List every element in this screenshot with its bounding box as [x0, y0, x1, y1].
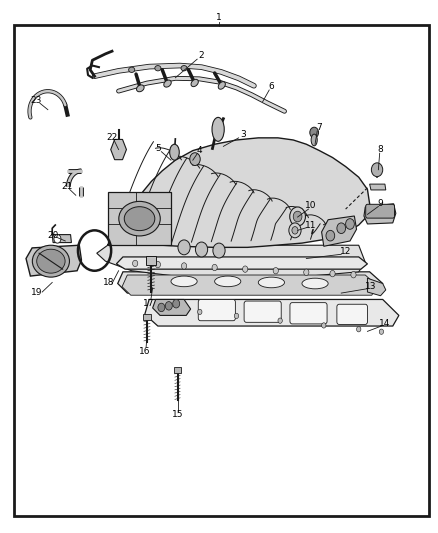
Circle shape [198, 309, 202, 314]
FancyBboxPatch shape [173, 367, 181, 373]
Ellipse shape [170, 144, 179, 160]
Circle shape [346, 219, 354, 229]
Polygon shape [111, 140, 127, 160]
Ellipse shape [181, 66, 187, 71]
Ellipse shape [119, 201, 160, 236]
Polygon shape [52, 235, 71, 243]
Circle shape [273, 268, 279, 274]
Ellipse shape [212, 117, 224, 141]
Circle shape [158, 303, 165, 312]
Text: 8: 8 [378, 145, 383, 154]
Circle shape [371, 163, 383, 176]
Polygon shape [152, 300, 191, 316]
Text: 1: 1 [216, 13, 222, 22]
FancyBboxPatch shape [290, 303, 327, 324]
Polygon shape [108, 192, 171, 245]
Text: 5: 5 [155, 144, 161, 153]
Circle shape [212, 264, 217, 271]
Text: 13: 13 [365, 282, 377, 291]
Text: 22: 22 [106, 133, 118, 142]
Polygon shape [321, 216, 357, 246]
Circle shape [351, 271, 356, 278]
Circle shape [153, 304, 158, 310]
Circle shape [133, 260, 138, 266]
Ellipse shape [164, 80, 171, 87]
Text: 21: 21 [61, 182, 73, 191]
Circle shape [321, 323, 326, 328]
Text: 10: 10 [305, 201, 316, 211]
Text: 11: 11 [305, 221, 316, 230]
Ellipse shape [129, 67, 135, 72]
Ellipse shape [191, 79, 198, 87]
Circle shape [357, 327, 361, 332]
Text: 3: 3 [240, 130, 246, 139]
Circle shape [289, 223, 301, 238]
Ellipse shape [155, 66, 161, 71]
Circle shape [190, 153, 200, 165]
Text: 9: 9 [378, 199, 383, 208]
Polygon shape [145, 300, 399, 326]
Text: 19: 19 [31, 287, 42, 296]
Circle shape [243, 266, 248, 272]
Ellipse shape [311, 134, 317, 146]
Ellipse shape [258, 277, 285, 288]
FancyBboxPatch shape [146, 256, 155, 265]
Polygon shape [108, 138, 370, 247]
Text: 6: 6 [268, 82, 274, 91]
Polygon shape [370, 184, 386, 190]
Text: 12: 12 [340, 247, 351, 256]
Ellipse shape [171, 276, 197, 287]
Ellipse shape [218, 82, 225, 89]
Text: 16: 16 [139, 347, 151, 356]
Polygon shape [118, 272, 383, 293]
Circle shape [173, 306, 177, 312]
Ellipse shape [137, 85, 144, 92]
Text: 17: 17 [143, 299, 155, 308]
Circle shape [234, 313, 239, 319]
Circle shape [178, 240, 190, 255]
Circle shape [304, 269, 309, 276]
FancyBboxPatch shape [143, 314, 151, 320]
Text: 20: 20 [47, 231, 59, 240]
Circle shape [278, 318, 283, 324]
FancyBboxPatch shape [198, 300, 235, 321]
Ellipse shape [124, 207, 155, 231]
Polygon shape [367, 278, 386, 296]
Text: 2: 2 [199, 51, 205, 60]
Ellipse shape [32, 245, 70, 277]
Ellipse shape [215, 276, 241, 287]
Circle shape [173, 300, 180, 308]
Polygon shape [122, 275, 377, 295]
Ellipse shape [302, 278, 328, 289]
Circle shape [165, 302, 172, 310]
Circle shape [326, 230, 335, 241]
Circle shape [54, 235, 61, 243]
Text: 7: 7 [317, 123, 322, 132]
Polygon shape [364, 204, 396, 224]
Circle shape [293, 211, 302, 222]
Circle shape [155, 261, 160, 268]
Circle shape [330, 270, 335, 277]
Text: 4: 4 [197, 146, 202, 155]
Circle shape [379, 329, 384, 334]
Polygon shape [117, 257, 367, 269]
FancyBboxPatch shape [244, 301, 281, 322]
Text: 14: 14 [379, 319, 391, 328]
Polygon shape [26, 245, 81, 276]
Text: 15: 15 [172, 410, 183, 419]
Circle shape [292, 227, 298, 234]
Circle shape [181, 263, 187, 269]
Circle shape [195, 242, 208, 257]
Circle shape [290, 207, 305, 226]
Polygon shape [97, 245, 365, 278]
Circle shape [213, 243, 225, 258]
Ellipse shape [37, 249, 65, 273]
Text: 23: 23 [31, 96, 42, 105]
FancyBboxPatch shape [337, 304, 367, 325]
Circle shape [310, 127, 318, 138]
Circle shape [337, 223, 346, 233]
Text: 18: 18 [103, 278, 115, 287]
FancyBboxPatch shape [366, 204, 395, 218]
